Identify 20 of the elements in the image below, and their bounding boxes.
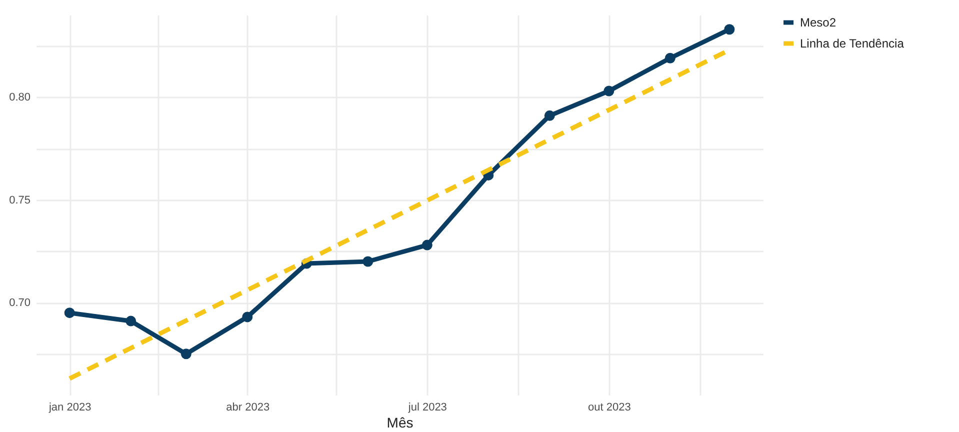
point	[126, 316, 136, 326]
point	[544, 110, 555, 121]
point	[422, 240, 432, 250]
x-tick-label: out 2023	[588, 402, 631, 414]
point	[180, 348, 192, 360]
legend-label: Meso2	[800, 16, 836, 30]
y-tick-label: 0.75	[9, 194, 30, 206]
point	[664, 52, 676, 64]
x-tick-label: jul 2023	[407, 402, 447, 414]
point	[724, 24, 735, 35]
y-tick-label: 0.80	[9, 92, 30, 104]
point	[362, 256, 374, 267]
legend-label: Linha de Tendência	[800, 36, 904, 50]
y-tick-label: 0.70	[9, 297, 30, 310]
point	[64, 308, 75, 318]
x-tick-label: abr 2023	[226, 402, 270, 414]
point	[604, 86, 614, 96]
x-tick-label: jan 2023	[48, 402, 92, 414]
point	[242, 312, 253, 322]
x-axis-title: Mês	[386, 414, 414, 430]
